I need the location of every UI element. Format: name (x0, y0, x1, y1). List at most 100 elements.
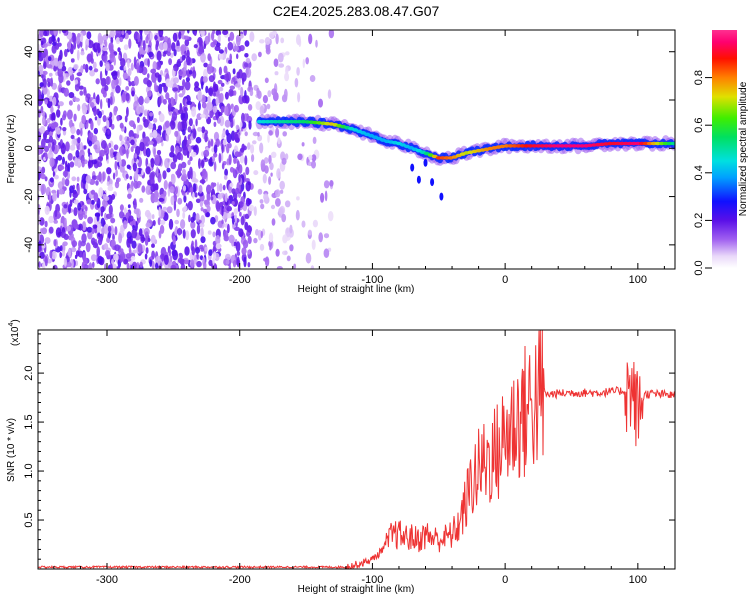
noise-speck (247, 235, 252, 245)
noise-speck (229, 85, 235, 90)
noise-speck (65, 160, 68, 168)
noise-speck (284, 200, 291, 208)
noise-speck (158, 30, 164, 38)
noise-speck (220, 106, 225, 114)
noise-speck (130, 139, 135, 146)
noise-speck (110, 217, 116, 224)
noise-speck (297, 92, 301, 103)
noise-speck (206, 63, 213, 75)
noise-speck (42, 85, 48, 95)
noise-speck (180, 45, 185, 56)
noise-speck (198, 184, 203, 194)
noise-speck (201, 101, 207, 109)
noise-speck (102, 115, 107, 123)
noise-speck (106, 119, 110, 129)
noise-speck (56, 144, 60, 152)
noise-speck (171, 42, 176, 52)
noise-speck (264, 165, 269, 174)
noise-speck (279, 189, 284, 194)
noise-speck (74, 79, 79, 85)
noise-speck (124, 115, 128, 123)
noise-speck (50, 112, 56, 122)
noise-speck (247, 249, 251, 255)
noise-speck (257, 90, 262, 99)
noise-speck (170, 161, 177, 170)
noise-speck (193, 178, 199, 183)
noise-speck (240, 215, 245, 226)
noise-speck (293, 263, 297, 269)
noise-speck (94, 212, 101, 217)
noise-speck (207, 102, 213, 112)
noise-speck (228, 195, 232, 200)
noise-speck (140, 236, 146, 242)
noise-speck (106, 167, 112, 175)
spectrogram-ytick-label: 40 (23, 46, 35, 58)
noise-speck (201, 81, 204, 90)
noise-speck (160, 219, 166, 225)
noise-speck (249, 31, 255, 43)
noise-speck (70, 134, 75, 140)
noise-speck (145, 247, 149, 254)
colorbar-tick-label: 0.2 (693, 213, 705, 228)
noise-speck (255, 101, 262, 111)
noise-speck (154, 34, 158, 41)
noise-speck (49, 250, 53, 259)
noise-speck (249, 89, 254, 97)
noise-speck (57, 154, 63, 161)
noise-speck (42, 78, 47, 88)
noise-speck (130, 62, 134, 71)
noise-speck (56, 127, 61, 135)
snr-multiplier-base: (x10 (10, 326, 21, 346)
snr-marks (38, 330, 675, 569)
noise-speck (86, 199, 92, 205)
noise-speck (278, 63, 285, 68)
noise-speck (177, 227, 182, 236)
noise-speck (203, 199, 210, 205)
noise-speck (152, 61, 157, 71)
noise-speck (312, 219, 318, 228)
noise-speck (133, 180, 139, 189)
noise-speck (212, 105, 218, 114)
ridge-drip (416, 175, 421, 184)
noise-speck (302, 58, 305, 69)
noise-speck (323, 180, 330, 189)
noise-speck (62, 227, 65, 234)
noise-speck (39, 217, 45, 226)
noise-speck (262, 173, 267, 184)
noise-speck (182, 129, 186, 136)
noise-speck (191, 240, 194, 247)
noise-speck (199, 223, 205, 228)
noise-speck (194, 192, 198, 198)
noise-speck (225, 259, 230, 265)
noise-speck (244, 53, 249, 58)
noise-speck (81, 233, 87, 244)
noise-speck (226, 143, 230, 154)
noise-speck (244, 95, 250, 104)
noise-speck (310, 265, 315, 269)
noise-speck (203, 149, 210, 157)
noise-speck (158, 42, 165, 51)
noise-speck (52, 192, 57, 202)
noise-speck (189, 156, 193, 162)
noise-speck (97, 255, 103, 265)
noise-speck (154, 72, 160, 78)
noise-speck (54, 209, 58, 218)
noise-speck (67, 41, 72, 50)
noise-speck (227, 41, 234, 51)
noise-speck (196, 252, 199, 260)
noise-speck (76, 128, 81, 136)
noise-speck (194, 247, 201, 254)
spectrogram-xtick-label: -100 (361, 274, 383, 286)
noise-speck (178, 31, 182, 40)
noise-speck (97, 32, 102, 43)
noise-speck (246, 225, 253, 233)
noise-speck (155, 61, 162, 70)
noise-speck (296, 34, 301, 46)
noise-speck (65, 141, 70, 152)
noise-speck (220, 82, 225, 87)
noise-speck (200, 52, 206, 63)
noise-speck (177, 197, 183, 205)
noise-speck (38, 96, 43, 107)
noise-speck (120, 248, 124, 255)
noise-speck (98, 110, 102, 119)
